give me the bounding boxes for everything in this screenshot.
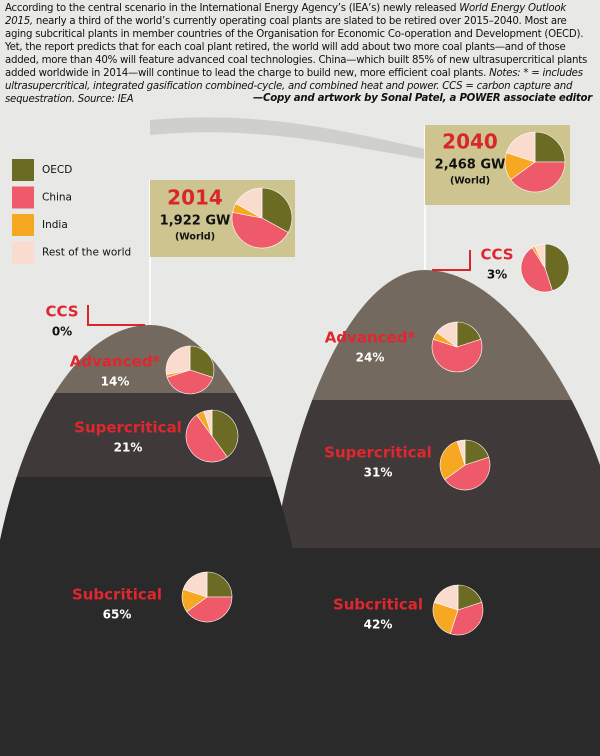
legend-swatch [12, 159, 34, 181]
pie-slice [235, 187, 263, 219]
pie-slice [534, 131, 566, 163]
tier-share: 65% [103, 608, 132, 622]
mound-2014 [0, 325, 292, 756]
legend-label: OECD [42, 164, 72, 176]
pie-slice [206, 571, 233, 598]
pie-slice [510, 161, 566, 193]
pie-slice [544, 243, 570, 292]
pie-slice [433, 584, 459, 611]
pie-slice [449, 601, 484, 636]
tier-name: Subcritical [72, 586, 162, 604]
intro-segment: nearly a third of the world’s currently … [5, 16, 588, 79]
tier-share: 21% [114, 441, 143, 455]
world-label: (World) [175, 232, 215, 243]
total-capacity: 1,922 GW [160, 214, 231, 229]
pie-slice [165, 345, 191, 375]
pie-slice [456, 439, 466, 466]
credit: —Copy and artwork by Sonal Patel, a POWE… [253, 93, 592, 104]
intro-segment: Notes: * = includes ultrasupercritical, … [5, 68, 583, 105]
intro-segment: World Energy Outlook 2015, [5, 3, 566, 27]
tier-share: 42% [364, 618, 393, 632]
pie-slice [432, 601, 459, 635]
ccs-bracket [87, 305, 145, 326]
pie-slice [185, 414, 228, 463]
tier-name: Supercritical [74, 419, 182, 437]
mound-2040 [272, 270, 600, 756]
tier-share: 24% [356, 351, 385, 365]
pie-slice [436, 321, 458, 348]
tier-name: CCS [45, 303, 78, 321]
tier-name: Advanced* [325, 329, 416, 347]
tier-share: 14% [101, 375, 130, 389]
legend-swatch [12, 214, 34, 236]
pie-slice [189, 345, 215, 378]
pie-slice [439, 440, 466, 481]
total-capacity: 2,468 GW [435, 158, 506, 173]
pie-slice [506, 131, 536, 163]
pie-slice [182, 571, 208, 598]
pie-slice [431, 338, 483, 373]
year-label: 2040 [442, 130, 498, 154]
intro-text: According to the central scenario in the… [5, 2, 595, 106]
tier-name: Subcritical [333, 596, 423, 614]
pie-slice [203, 409, 213, 437]
tier-share: 31% [364, 466, 393, 480]
tier-name: CCS [480, 246, 513, 264]
pie-slice [211, 409, 239, 458]
legend-label: India [42, 219, 68, 231]
legend-label: China [42, 192, 72, 204]
conveyor-decor [150, 117, 430, 160]
intro-segment: According to the central scenario in the… [5, 3, 460, 14]
tier-share: 0% [52, 325, 72, 339]
tier-share: 3% [487, 268, 507, 282]
ccs-bracket [432, 250, 471, 271]
world-label: (World) [450, 176, 490, 187]
legend-swatch [12, 186, 34, 209]
pie-slice [520, 247, 553, 293]
pie-slice [231, 212, 289, 249]
pie-slice [186, 596, 233, 623]
legend-label: Rest of the world [42, 247, 131, 259]
pie-slice [166, 369, 214, 395]
pie-slice [444, 456, 491, 491]
legend-swatch [12, 241, 34, 264]
pie-slice [534, 243, 546, 269]
pie-slice [261, 187, 293, 233]
tier-name: Advanced* [70, 353, 161, 371]
year-label: 2014 [167, 186, 223, 210]
tier-name: Supercritical [324, 444, 432, 462]
